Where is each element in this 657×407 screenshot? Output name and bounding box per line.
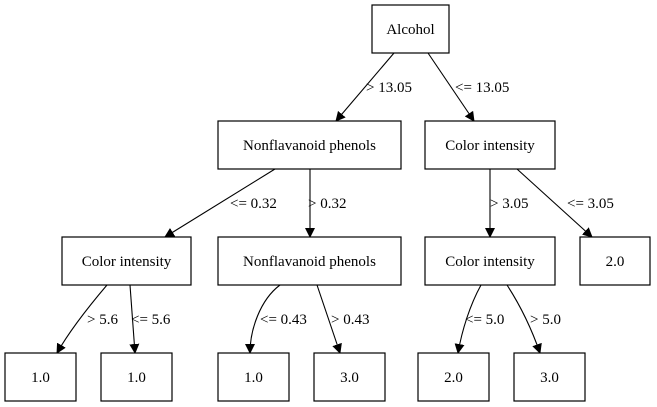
nodes-layer: Alcohol Nonflavanoid phenols Color intensi… (4, 4, 651, 402)
tree-node-n0: Alcohol (371, 4, 450, 54)
node-label: 2.0 (444, 370, 463, 386)
node-box (217, 236, 402, 286)
edge-label: <= 0.32 (230, 196, 277, 212)
node-label: Nonflavanoid phenols (243, 254, 376, 270)
node-label: 3.0 (540, 370, 559, 386)
edge-n3-n7 (56, 284, 108, 354)
node-label: Color intensity (445, 138, 535, 154)
edge-n1-n3 (164, 168, 276, 238)
edges-layer: > 13.05 <= 13.05 <= 0.32 > 0.32 > 3.05 <= 3.0… (56, 52, 614, 354)
edge-label: <= 0.43 (260, 312, 307, 328)
node-box (100, 352, 173, 402)
tree-node-n7: 1.0 (4, 352, 77, 402)
node-box (513, 352, 586, 402)
node-label: Nonflavanoid phenols (243, 138, 376, 154)
edge-label: > 5.6 (87, 312, 118, 328)
node-box (371, 4, 450, 54)
edge-label: > 5.0 (530, 312, 561, 328)
edge-label: <= 3.05 (567, 196, 614, 212)
node-box (61, 236, 192, 286)
tree-node-n12: 3.0 (513, 352, 586, 402)
node-box (4, 352, 77, 402)
edge-label: > 0.32 (308, 196, 346, 212)
tree-node-n8: 1.0 (100, 352, 173, 402)
edge-label: <= 5.6 (131, 312, 171, 328)
tree-node-n4: Nonflavanoid phenols (217, 236, 402, 286)
node-label: 2.0 (606, 254, 625, 270)
node-box (579, 236, 651, 286)
tree-node-n2: Color intensity (424, 120, 556, 170)
tree-node-n11: 2.0 (417, 352, 490, 402)
tree-node-n3: Color intensity (61, 236, 192, 286)
edge-n4-n9 (245, 284, 281, 354)
node-label: Color intensity (82, 254, 172, 270)
edge-n3-n8 (129, 284, 140, 354)
tree-node-n9: 1.0 (217, 352, 290, 402)
node-box (417, 352, 490, 402)
edge-n0-n1 (335, 52, 395, 122)
tree-node-n5: Color intensity (424, 236, 556, 286)
node-label: 1.0 (31, 370, 50, 386)
node-label: 3.0 (340, 370, 359, 386)
edge-n4-n10 (316, 284, 342, 354)
edge-n0-n2 (427, 52, 475, 122)
edge-label: > 0.43 (331, 312, 369, 328)
tree-node-n6: 2.0 (579, 236, 651, 286)
node-label: Color intensity (445, 254, 535, 270)
edge-n5-n11 (454, 284, 482, 354)
node-box (424, 120, 556, 170)
edge-label: > 3.05 (490, 196, 528, 212)
edge-label: > 13.05 (366, 80, 412, 96)
node-box (217, 352, 290, 402)
node-label: 1.0 (127, 370, 146, 386)
tree-node-n1: Nonflavanoid phenols (217, 120, 402, 170)
edge-n2-n6 (516, 168, 593, 238)
node-box (217, 120, 402, 170)
node-label: Alcohol (386, 22, 434, 38)
node-label: 1.0 (244, 370, 263, 386)
edge-label: <= 13.05 (455, 80, 509, 96)
node-box (313, 352, 386, 402)
edge-n5-n12 (506, 284, 542, 354)
tree-node-n10: 3.0 (313, 352, 386, 402)
node-box (424, 236, 556, 286)
edge-label: <= 5.0 (465, 312, 504, 328)
